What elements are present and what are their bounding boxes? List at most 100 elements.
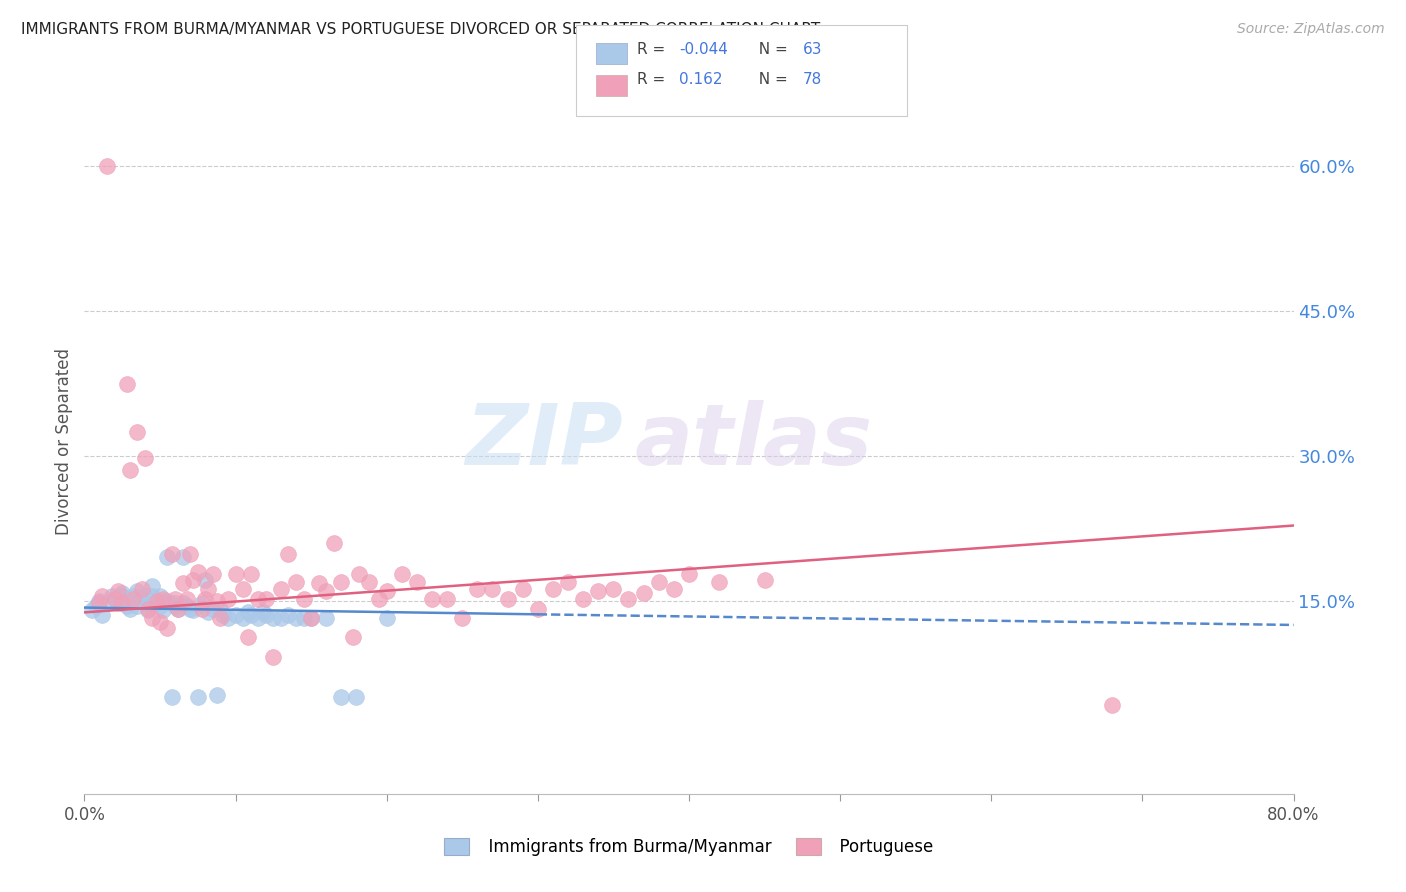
Point [96,160,118,174]
Text: IMMIGRANTS FROM BURMA/MYANMAR VS PORTUGUESE DIVORCED OR SEPARATED CORRELATION CH: IMMIGRANTS FROM BURMA/MYANMAR VS PORTUGU… [21,22,820,37]
Point [1101,698,1123,712]
Point [111,586,134,600]
Point [181,573,204,587]
Point [292,591,315,606]
Point [467,582,489,597]
Point [107,584,129,599]
Point [602,582,624,597]
Text: -0.044: -0.044 [679,42,728,57]
Point [134,589,156,603]
Point [191,596,214,610]
Point [239,608,262,623]
Point [127,584,149,599]
Point [131,582,153,597]
Point [277,608,299,623]
Point [588,584,610,599]
Point [165,599,187,613]
Point [201,566,224,581]
Point [375,611,398,625]
Point [232,611,254,625]
Point [322,536,344,550]
Point [254,591,277,606]
Point [141,579,163,593]
Point [104,591,127,606]
Point [172,550,194,565]
Point [436,591,458,606]
Text: atlas: atlas [634,400,873,483]
Point [481,582,503,597]
Point [134,450,156,465]
Point [308,576,330,591]
Text: R =: R = [637,42,671,57]
Point [330,690,353,705]
Text: N =: N = [749,72,793,87]
Point [572,591,595,606]
Point [141,611,163,625]
Point [115,376,138,391]
Point [121,589,143,603]
Point [197,582,219,597]
Point [207,689,229,703]
Point [285,574,308,589]
Point [420,591,443,606]
Point [146,596,169,610]
Point [187,565,209,579]
Point [512,582,534,597]
Point [247,611,270,625]
Text: N =: N = [749,42,793,57]
Point [167,601,190,615]
Point [111,589,134,603]
Point [254,608,277,623]
Point [80,603,103,617]
Point [165,596,187,610]
Point [179,548,201,562]
Point [217,611,239,625]
Point [100,589,122,603]
Legend:   Immigrants from Burma/Myanmar,   Portuguese: Immigrants from Burma/Myanmar, Portugues… [437,831,941,863]
Text: 0.162: 0.162 [679,72,723,87]
Point [236,606,259,620]
Point [181,603,204,617]
Point [201,601,224,615]
Point [160,690,183,705]
Point [368,591,391,606]
Point [349,566,371,581]
Point [194,591,217,606]
Point [299,611,322,625]
Point [89,596,111,610]
Point [527,601,550,615]
Point [451,611,474,625]
Point [107,596,129,610]
Point [678,566,700,581]
Point [176,599,198,613]
Point [146,594,169,608]
Point [247,591,270,606]
Point [225,608,247,623]
Point [91,608,114,623]
Point [342,631,364,645]
Point [86,599,108,613]
Point [239,566,262,581]
Point [357,574,380,589]
Point [232,582,254,597]
Point [262,611,284,625]
Point [136,603,159,617]
Point [172,596,194,610]
Text: ZIP: ZIP [465,400,623,483]
Point [118,463,141,477]
Point [212,608,235,623]
Point [191,601,214,615]
Point [557,574,579,589]
Point [194,573,217,587]
Point [156,594,179,608]
Point [134,596,156,610]
Point [149,599,172,613]
Text: 63: 63 [803,42,823,57]
Point [252,606,274,620]
Point [391,566,413,581]
Point [662,582,685,597]
Point [121,591,143,606]
Point [262,649,284,664]
Point [330,574,353,589]
Point [541,582,564,597]
